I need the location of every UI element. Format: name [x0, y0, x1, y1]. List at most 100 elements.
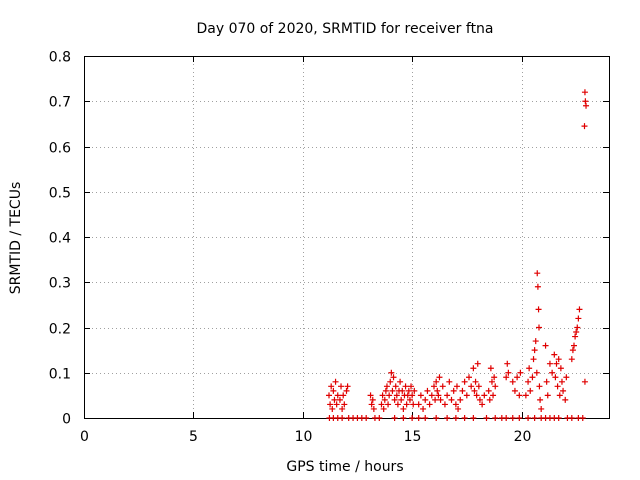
data-point [422, 396, 429, 403]
data-point [433, 415, 440, 421]
data-point [555, 356, 562, 363]
data-point [455, 405, 462, 412]
data-point [426, 401, 433, 408]
data-point [503, 374, 510, 381]
data-point [475, 383, 482, 390]
data-point [556, 392, 563, 399]
data-point [579, 415, 586, 421]
y-tick-label: 0.2 [49, 322, 71, 338]
data-point [574, 324, 581, 331]
data-point [390, 374, 397, 381]
data-point [420, 405, 427, 412]
data-point [441, 401, 448, 408]
data-point [544, 392, 551, 399]
data-point [583, 102, 590, 109]
data-point [468, 383, 475, 390]
data-point [452, 415, 459, 421]
data-point [582, 98, 589, 105]
data-point [415, 401, 422, 408]
data-point [549, 369, 556, 376]
data-point [527, 387, 534, 394]
data-point [434, 387, 441, 394]
data-point [572, 333, 579, 340]
data-point [522, 392, 529, 399]
y-tick-label: 0.6 [49, 141, 71, 157]
data-point [459, 387, 466, 394]
data-point [558, 378, 565, 385]
data-point [332, 378, 339, 385]
data-point [387, 378, 394, 385]
data-point [542, 342, 549, 349]
data-point [491, 374, 498, 381]
data-point [471, 387, 478, 394]
x-tick-label: 0 [80, 429, 89, 445]
plot-frame [84, 56, 610, 419]
data-point [479, 401, 486, 408]
data-point [503, 415, 510, 421]
data-points [326, 89, 590, 421]
data-point [444, 415, 451, 421]
data-point [531, 347, 538, 354]
data-point [405, 387, 412, 394]
data-point [446, 378, 453, 385]
data-point [573, 329, 580, 336]
data-point [394, 401, 401, 408]
data-point [466, 374, 472, 381]
data-point [383, 383, 390, 390]
data-point [517, 369, 524, 376]
data-point [411, 387, 418, 394]
data-point [397, 378, 404, 385]
data-point [433, 378, 440, 385]
data-point [380, 405, 387, 412]
data-point [526, 365, 533, 372]
axis-ticks: 0 0.1 0.2 0.3 0.4 0.5 0.6 0.7 0.8 0 5 10 15 20 [49, 50, 609, 445]
data-point [504, 360, 511, 367]
x-tick-label: 15 [404, 429, 422, 445]
x-axis-label: GPS time / hours [286, 459, 403, 475]
data-point [341, 401, 348, 408]
data-point [554, 383, 561, 390]
data-point [543, 378, 550, 385]
data-point [534, 270, 541, 277]
data-point [470, 415, 477, 421]
data-point [376, 415, 383, 421]
data-point [534, 283, 541, 290]
y-tick-label: 0.7 [49, 95, 71, 111]
data-point [400, 405, 407, 412]
y-tick-label: 0.3 [49, 276, 71, 292]
data-point [339, 415, 346, 421]
data-point [536, 383, 543, 390]
x-tick-label: 10 [295, 429, 313, 445]
data-point [530, 356, 537, 363]
data-point [330, 387, 337, 394]
data-point [326, 392, 332, 399]
data-point [417, 392, 424, 399]
data-point [551, 351, 558, 358]
data-point [439, 383, 446, 390]
data-point [457, 396, 464, 403]
data-point [481, 392, 488, 399]
data-point [328, 383, 335, 390]
data-point [505, 369, 512, 376]
data-point [485, 387, 492, 394]
data-point [472, 378, 479, 385]
data-point [557, 365, 564, 372]
data-point [389, 387, 396, 394]
data-point [410, 401, 417, 408]
data-point [379, 392, 386, 399]
data-point [529, 374, 536, 381]
data-point [333, 401, 340, 408]
data-point [381, 396, 388, 403]
data-point [386, 392, 393, 399]
data-point [393, 392, 400, 399]
data-point [525, 415, 532, 421]
data-point [509, 415, 516, 421]
data-point [514, 374, 521, 381]
data-point [470, 365, 477, 372]
data-point [409, 415, 416, 421]
data-point [516, 415, 523, 421]
grid-lines [84, 56, 609, 418]
data-point [399, 387, 406, 394]
data-point [432, 396, 439, 403]
